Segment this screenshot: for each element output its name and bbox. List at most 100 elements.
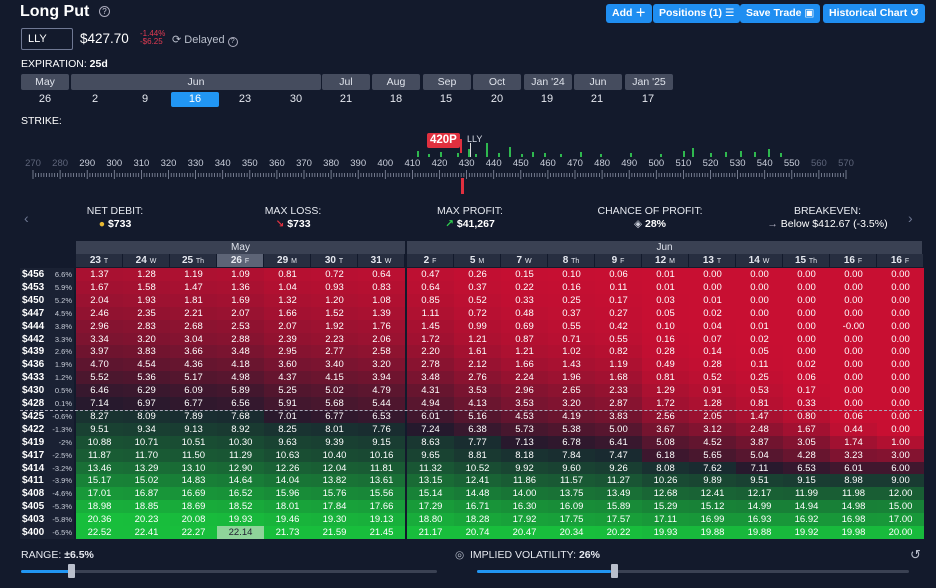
table-cell[interactable]: 0.16 — [548, 280, 595, 294]
table-cell[interactable]: 9.65 — [407, 448, 454, 462]
expiration-day[interactable]: 20 — [490, 93, 504, 105]
table-cell[interactable]: 0.81 — [642, 371, 689, 385]
table-cell[interactable]: 6.38 — [454, 422, 501, 436]
table-cell[interactable]: 2.96 — [76, 319, 123, 333]
table-date-header[interactable]: 31 W — [358, 254, 404, 267]
table-cell[interactable]: 15.00 — [877, 500, 924, 514]
table-cell[interactable]: 0.48 — [501, 306, 548, 320]
table-cell[interactable]: 1.52 — [311, 306, 358, 320]
table-cell[interactable]: 21.73 — [264, 526, 311, 539]
table-cell[interactable]: 18.28 — [454, 513, 501, 527]
table-cell[interactable]: 14.98 — [830, 500, 877, 514]
table-cell[interactable]: 16.92 — [783, 513, 830, 527]
table-cell[interactable]: 9.51 — [736, 474, 783, 488]
table-cell[interactable]: 0.00 — [830, 332, 877, 346]
table-cell[interactable]: 1.20 — [311, 293, 358, 307]
table-cell[interactable]: 5.65 — [689, 448, 736, 462]
table-cell[interactable]: 1.58 — [123, 280, 170, 294]
table-cell[interactable]: 6.77 — [311, 409, 358, 423]
strike-tick-label[interactable]: 270 — [25, 158, 41, 169]
table-cell[interactable]: 6.09 — [170, 384, 217, 398]
table-cell[interactable]: 11.27 — [595, 474, 642, 488]
table-cell[interactable]: 0.02 — [783, 358, 830, 372]
table-cell[interactable]: 3.94 — [358, 371, 405, 385]
table-cell[interactable]: 17.00 — [877, 513, 924, 527]
table-cell[interactable]: 9.26 — [595, 461, 642, 475]
table-cell[interactable]: 2.07 — [217, 306, 264, 320]
strike-tick-label[interactable]: 450 — [512, 158, 529, 169]
table-cell[interactable]: 3.34 — [76, 332, 123, 346]
table-cell[interactable]: 0.10 — [642, 319, 689, 333]
table-cell[interactable]: 15.89 — [595, 500, 642, 514]
table-cell[interactable]: 4.94 — [407, 397, 454, 410]
table-date-header[interactable]: 12 M — [642, 254, 688, 267]
table-cell[interactable]: 12.26 — [264, 461, 311, 475]
table-cell[interactable]: 1.76 — [358, 319, 405, 333]
table-cell[interactable]: 16.30 — [501, 500, 548, 514]
table-cell[interactable]: 14.00 — [501, 487, 548, 501]
table-cell[interactable]: 1.02 — [548, 345, 595, 359]
table-cell[interactable]: 22.14 — [217, 526, 264, 539]
table-cell[interactable]: 20.36 — [76, 513, 123, 527]
table-cell[interactable]: 6.00 — [877, 461, 924, 475]
table-cell[interactable]: 1.66 — [501, 358, 548, 372]
table-cell[interactable]: 16.99 — [689, 513, 736, 527]
table-cell[interactable]: 2.07 — [264, 319, 311, 333]
strike-tick-label[interactable]: 490 — [621, 158, 638, 169]
table-cell[interactable]: 19.88 — [736, 526, 783, 539]
table-cell[interactable]: 0.27 — [595, 306, 642, 320]
table-cell[interactable]: 7.47 — [595, 448, 642, 462]
table-cell[interactable]: 4.98 — [217, 371, 264, 385]
table-cell[interactable]: 0.04 — [689, 319, 736, 333]
strike-tick-label[interactable]: 330 — [187, 158, 204, 169]
table-cell[interactable]: 2.68 — [170, 319, 217, 333]
expiration-day[interactable]: 23 — [238, 93, 252, 105]
table-cell[interactable]: 0.99 — [454, 319, 501, 333]
table-cell[interactable]: 21.59 — [311, 526, 358, 539]
table-cell[interactable]: 2.48 — [736, 422, 783, 436]
table-cell[interactable]: 0.00 — [830, 371, 877, 385]
table-cell[interactable]: 4.13 — [454, 397, 501, 410]
table-cell[interactable]: 0.49 — [642, 358, 689, 372]
positions-button[interactable]: Positions (1) ☰ — [653, 4, 741, 23]
strike-tick-label[interactable]: 470 — [567, 158, 583, 169]
table-cell[interactable]: 1.43 — [548, 358, 595, 372]
table-cell[interactable]: 0.00 — [830, 268, 877, 281]
table-cell[interactable]: 5.17 — [170, 371, 217, 385]
table-date-header[interactable]: 16 F — [830, 254, 876, 267]
table-cell[interactable]: 16.87 — [123, 487, 170, 501]
table-cell[interactable]: 19.30 — [311, 513, 358, 527]
table-cell[interactable]: 1.74 — [830, 435, 877, 449]
table-cell[interactable]: 0.16 — [642, 332, 689, 346]
table-cell[interactable]: 9.92 — [501, 461, 548, 475]
table-cell[interactable]: 1.81 — [170, 293, 217, 307]
table-cell[interactable]: 6.01 — [407, 409, 454, 423]
table-cell[interactable]: 0.00 — [877, 345, 924, 359]
table-cell[interactable]: 0.64 — [358, 268, 405, 281]
table-cell[interactable]: 22.52 — [76, 526, 123, 539]
table-cell[interactable]: 0.01 — [642, 280, 689, 294]
table-cell[interactable]: 8.27 — [76, 409, 123, 423]
table-cell[interactable]: 18.98 — [76, 500, 123, 514]
table-date-header[interactable]: 8 Th — [548, 254, 594, 267]
table-date-header[interactable]: 29 M — [264, 254, 310, 267]
table-cell[interactable]: 12.41 — [454, 474, 501, 488]
table-cell[interactable]: 10.63 — [264, 448, 311, 462]
table-cell[interactable]: 0.42 — [595, 319, 642, 333]
table-cell[interactable]: 6.29 — [123, 384, 170, 398]
table-cell[interactable]: 4.70 — [76, 358, 123, 372]
table-cell[interactable]: 17.75 — [548, 513, 595, 527]
save-trade-button[interactable]: Save Trade ▣ — [740, 4, 821, 23]
table-cell[interactable]: 5.36 — [123, 371, 170, 385]
table-cell[interactable]: 0.37 — [454, 280, 501, 294]
table-cell[interactable]: 13.15 — [407, 474, 454, 488]
table-cell[interactable]: 0.69 — [501, 319, 548, 333]
table-cell[interactable]: 3.40 — [311, 358, 358, 372]
strike-tick-label[interactable]: 560 — [810, 158, 827, 169]
table-cell[interactable]: 8.98 — [830, 474, 877, 488]
table-cell[interactable]: 0.02 — [736, 332, 783, 346]
table-cell[interactable]: 0.22 — [501, 280, 548, 294]
table-cell[interactable]: 1.36 — [217, 280, 264, 294]
expiration-day[interactable]: 15 — [439, 93, 453, 105]
table-cell[interactable]: 3.04 — [170, 332, 217, 346]
